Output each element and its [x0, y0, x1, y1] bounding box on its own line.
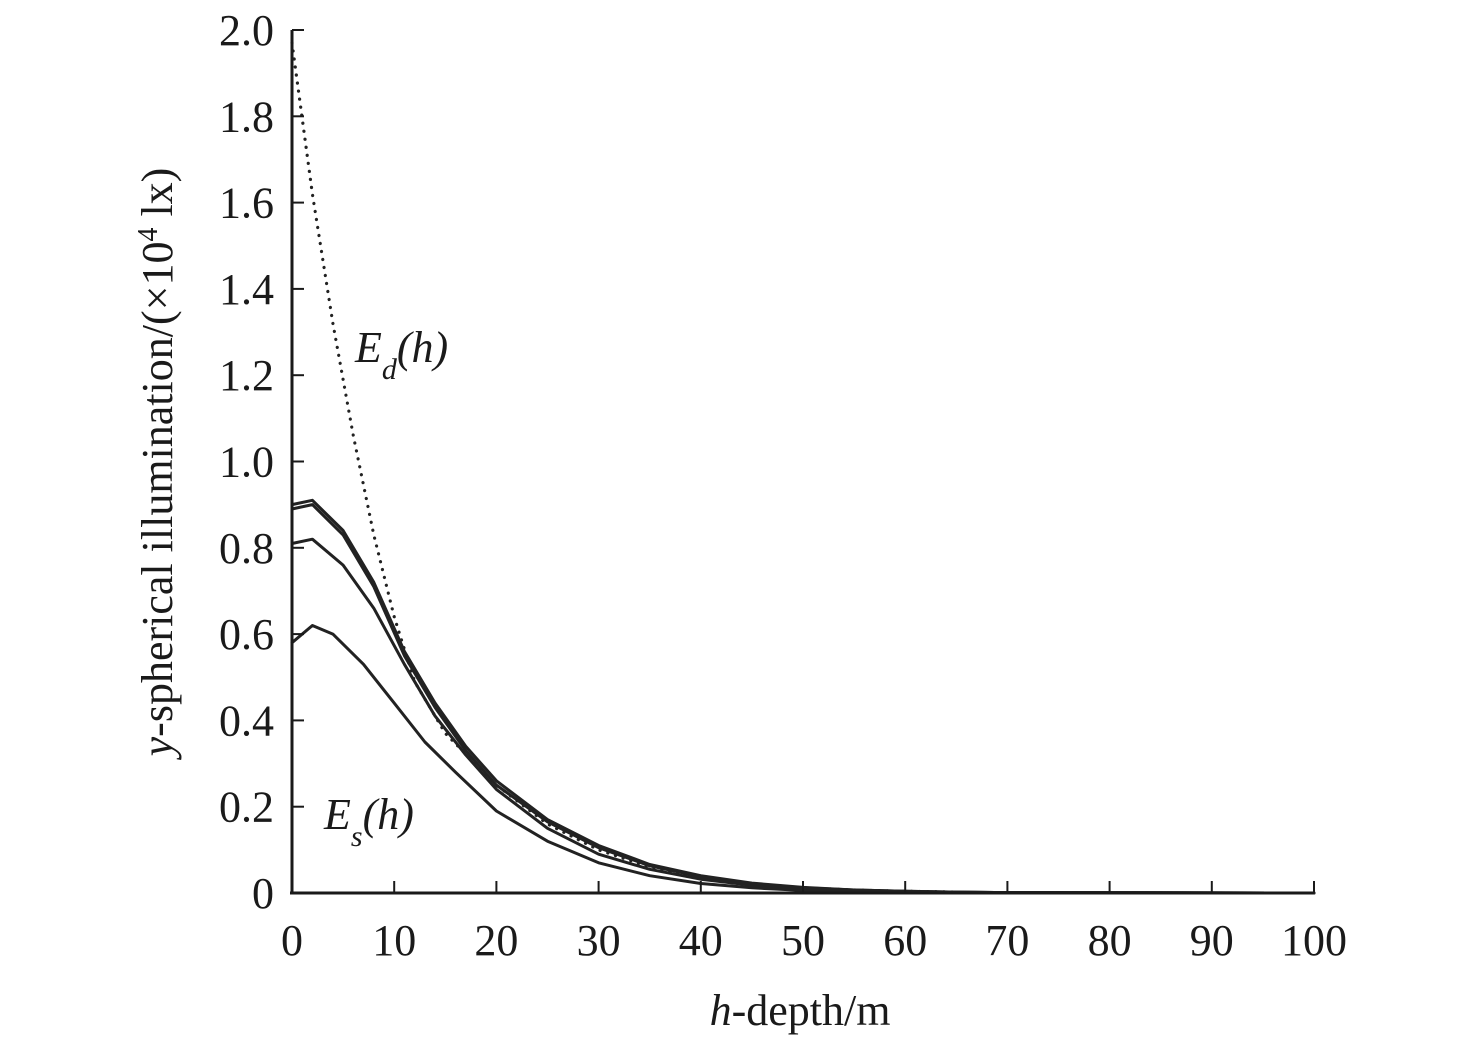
y-ticks: 0 0.2 0.4 0.6 0.8 1.0 1.2 1.4 1.6 1.8 2.0	[219, 6, 304, 918]
annotation-es: Es(h)	[323, 790, 414, 853]
y-tick-label: 0.4	[219, 696, 274, 745]
y-tick-label: 2.0	[219, 6, 274, 55]
x-tick-label: 40	[679, 916, 723, 965]
series-line-3	[290, 503, 1316, 895]
x-tick-label: 0	[281, 916, 303, 965]
y-tick-label: 1.4	[219, 265, 274, 314]
y-axis-title: y-spherical illumination/(×104 lx)	[133, 168, 183, 761]
y-tick-label: 1.6	[219, 179, 274, 228]
y-tick-label: 0	[252, 869, 274, 918]
x-tick-label: 70	[985, 916, 1029, 965]
x-tick-label: 90	[1190, 916, 1234, 965]
x-tick-label: 80	[1088, 916, 1132, 965]
x-axis-title: h-depth/m	[710, 986, 891, 1035]
series-line-2	[290, 498, 1316, 895]
series-line-5	[290, 624, 1316, 895]
y-tick-label: 0.6	[219, 610, 274, 659]
x-ticks: 0 10 20 30 40 50 60 70 80 90 100	[281, 881, 1347, 965]
y-tick-label: 0.2	[219, 783, 274, 832]
y-tick-label: 1.8	[219, 92, 274, 141]
annotation-ed: Ed(h)	[354, 323, 448, 386]
y-tick-label: 0.8	[219, 524, 274, 573]
x-tick-label: 100	[1281, 916, 1347, 965]
series-layer	[290, 41, 1316, 895]
x-tick-label: 10	[372, 916, 416, 965]
y-tick-label: 1.0	[219, 438, 274, 487]
series-line-1	[290, 41, 958, 894]
x-tick-label: 20	[474, 916, 518, 965]
x-tick-label: 30	[577, 916, 621, 965]
x-tick-label: 50	[781, 916, 825, 965]
x-tick-label: 60	[883, 916, 927, 965]
y-tick-label: 1.2	[219, 351, 274, 400]
